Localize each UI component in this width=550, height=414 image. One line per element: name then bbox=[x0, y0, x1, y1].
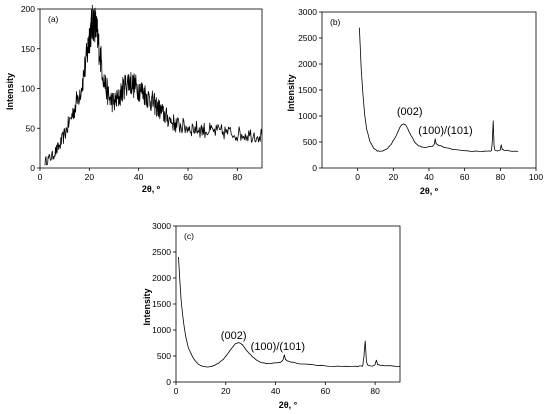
panel-a-plot-frame bbox=[39, 8, 263, 169]
panel-c-x-tick-label: 0 bbox=[174, 386, 179, 396]
panel-a-x-tick-label: 0 bbox=[38, 172, 43, 182]
panel-a-y-tick-label: 0 bbox=[30, 163, 35, 173]
panel-a-panel-label: (a) bbox=[48, 14, 59, 24]
panel-c-annotation: (002) bbox=[221, 330, 247, 342]
panel-a-y-tick-label: 100 bbox=[21, 84, 35, 94]
panel-a-x-tick-label: 60 bbox=[183, 172, 193, 182]
panel-c-y-tick-label: 3000 bbox=[152, 221, 171, 231]
panel-a-series-line bbox=[44, 4, 263, 166]
panel-b-y-tick-label: 2000 bbox=[298, 59, 317, 69]
panel-a-y-tick-label: 200 bbox=[21, 4, 35, 14]
panel-c-x-tick-label: 60 bbox=[321, 386, 331, 396]
panel-b-series-line bbox=[359, 27, 519, 152]
panel-c-y-tick-label: 500 bbox=[157, 351, 171, 361]
panel-b-panel-label: (b) bbox=[330, 17, 341, 27]
panel-b-y-tick-label: 1500 bbox=[298, 85, 317, 95]
panel-c-panel-label: (c) bbox=[184, 231, 194, 241]
panel-b-plot-frame bbox=[321, 11, 537, 169]
panel-c-y-tick-label: 0 bbox=[166, 377, 171, 387]
panel-c-series-line bbox=[178, 256, 400, 368]
panel-c-y-tick-label: 2000 bbox=[152, 273, 171, 283]
panel-b-x-tick-label: 20 bbox=[389, 172, 399, 182]
panel-b-y-tick-label: 500 bbox=[303, 137, 317, 147]
panel-c-y-tick-label: 1500 bbox=[152, 299, 171, 309]
panel-b-annotation: (002) bbox=[397, 106, 423, 118]
panel-a-y-axis-label: Intensity bbox=[5, 73, 15, 110]
panel-a-y-tick-label: 50 bbox=[26, 123, 36, 133]
panel-b-x-tick-label: 60 bbox=[460, 172, 470, 182]
panel-b-y-axis-label: Intensity bbox=[286, 74, 296, 111]
panel-b-x-axis-label: 2θ, º bbox=[420, 186, 439, 196]
panel-a-x-tick-label: 80 bbox=[233, 172, 243, 182]
panel-a-y-tick-label: 150 bbox=[21, 44, 35, 54]
panel-b-y-tick-label: 3000 bbox=[298, 7, 317, 17]
panel-a-x-axis-label: 2θ, º bbox=[142, 184, 161, 194]
panel-c-y-tick-label: 2500 bbox=[152, 247, 171, 257]
panel-b-x-tick-label: 0 bbox=[355, 172, 360, 182]
panel-b-x-tick-label: 80 bbox=[496, 172, 506, 182]
panel-b-x-tick-label: 40 bbox=[424, 172, 434, 182]
panel-c-y-axis-label: Intensity bbox=[142, 288, 152, 325]
panel-b-x-tick-label: 100 bbox=[529, 172, 543, 182]
panel-a-x-tick-label: 20 bbox=[85, 172, 95, 182]
panel-b-y-tick-label: 1000 bbox=[298, 111, 317, 121]
panel-a-x-tick-label: 40 bbox=[134, 172, 144, 182]
panel-b-annotation: (100)/(101) bbox=[418, 125, 472, 137]
panel-c-x-tick-label: 20 bbox=[221, 386, 231, 396]
panel-c-x-tick-label: 40 bbox=[271, 386, 281, 396]
panel-b-y-tick-label: 2500 bbox=[298, 33, 317, 43]
panel-c-y-tick-label: 1000 bbox=[152, 325, 171, 335]
panel-c-x-axis-label: 2θ, ° bbox=[279, 400, 298, 410]
panel-c-x-tick-label: 80 bbox=[370, 386, 380, 396]
panel-b-y-tick-label: 0 bbox=[312, 163, 317, 173]
panel-c-annotation: (100)/(101) bbox=[251, 341, 305, 353]
